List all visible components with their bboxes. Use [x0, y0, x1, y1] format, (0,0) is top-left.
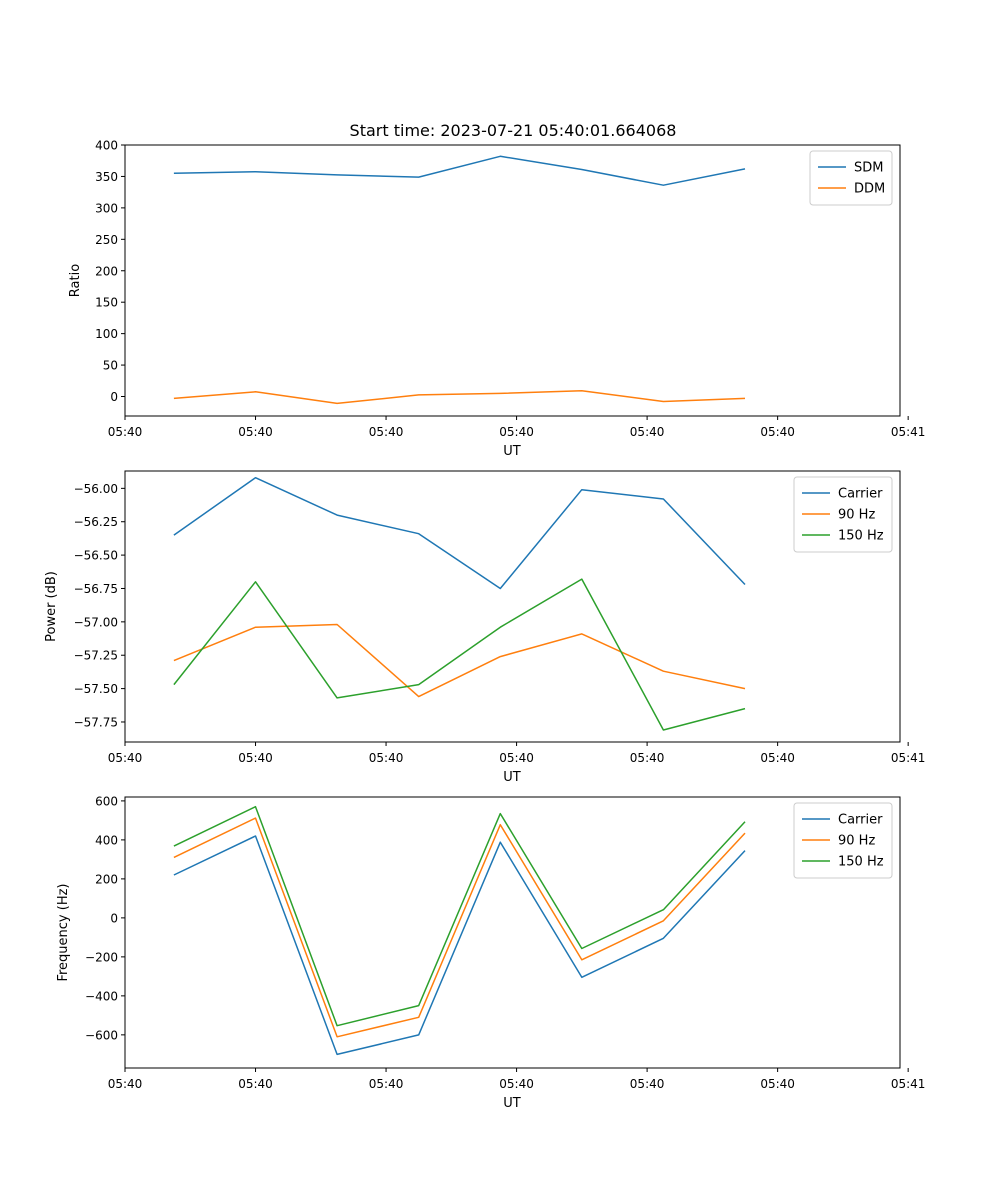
legend: SDM DDM: [809, 150, 893, 206]
y-tick-label: 250: [95, 233, 118, 247]
chart-panels: 05:40 05:40 05:40 05:40 05:40 05:40 05:41 0 50 10…: [44, 139, 925, 1112]
y-tick-label: 150: [95, 296, 118, 310]
y-tick-label: 200: [95, 872, 118, 886]
series-line-carrier: [173, 835, 746, 1056]
series-line-sdm: [173, 155, 746, 186]
legend-label: Carrier: [838, 813, 883, 828]
legend-label: Carrier: [838, 487, 883, 502]
x-tick-label: 05:40: [760, 425, 795, 439]
legend-label: 150 Hz: [838, 855, 884, 870]
chart-panel-3: 05:40 05:40 05:40 05:40 05:40 05:40 05:41 −600 −…: [56, 794, 925, 1111]
legend: Carrier 90 Hz 150 Hz: [793, 476, 893, 553]
x-tick-label: 05:40: [499, 751, 534, 765]
series-line-150-hz: [173, 805, 746, 1027]
y-axis-label: Ratio: [68, 264, 83, 297]
legend-label: 90 Hz: [838, 834, 875, 849]
x-tick-label: 05:40: [369, 425, 404, 439]
y-tick-label: −56.75: [74, 582, 118, 596]
y-tick-label: −600: [85, 1028, 118, 1042]
y-tick-label: 600: [95, 794, 118, 808]
x-tick-label: 05:40: [630, 1077, 665, 1091]
y-tick-label: 0: [110, 911, 118, 925]
legend-label: SDM: [854, 161, 883, 176]
y-tick-label: −56.50: [74, 549, 118, 563]
x-tick-label: 05:40: [630, 425, 665, 439]
y-axis-label: Power (dB): [44, 571, 59, 642]
x-tick-label: 05:40: [369, 1077, 404, 1091]
legend-label: 90 Hz: [838, 508, 875, 523]
legend-label: DDM: [854, 182, 885, 197]
chart-panel-1: 05:40 05:40 05:40 05:40 05:40 05:40 05:41 0 50 10…: [68, 139, 925, 460]
y-tick-label: −400: [85, 989, 118, 1003]
series-line-carrier: [173, 476, 746, 590]
series-line-150-hz: [173, 578, 746, 731]
x-tick-label: 05:41: [891, 751, 926, 765]
x-tick-label: 05:40: [238, 751, 273, 765]
legend-box: [809, 150, 893, 206]
y-tick-label: 400: [95, 833, 118, 847]
x-tick-label: 05:40: [630, 751, 665, 765]
x-tick-label: 05:40: [108, 1077, 143, 1091]
x-tick-label: 05:41: [891, 1077, 926, 1091]
chart-panel-2: 05:40 05:40 05:40 05:40 05:40 05:40 05:41 −57.7…: [44, 470, 926, 785]
axes-frame: [124, 144, 901, 417]
legend-label: 150 Hz: [838, 529, 884, 544]
y-tick-label: 100: [95, 327, 118, 341]
x-tick-label: 05:40: [760, 1077, 795, 1091]
y-tick-label: −56.25: [74, 515, 118, 529]
y-tick-label: −57.50: [74, 682, 118, 696]
legend: Carrier 90 Hz 150 Hz: [793, 802, 893, 879]
series-line-90-hz: [173, 623, 746, 698]
y-tick-label: 200: [95, 264, 118, 278]
y-tick-label: 0: [110, 390, 118, 404]
y-tick-label: −57.75: [74, 715, 118, 729]
y-tick-label: −200: [85, 950, 118, 964]
y-tick-label: −57.25: [74, 649, 118, 663]
legend-box: [793, 476, 893, 553]
x-tick-label: 05:40: [108, 425, 143, 439]
y-tick-label: 350: [95, 170, 118, 184]
x-axis-label: UT: [503, 444, 521, 459]
x-tick-label: 05:40: [369, 751, 404, 765]
y-tick-label: 50: [103, 359, 118, 373]
axes-frame: [124, 796, 901, 1069]
y-tick-label: 400: [95, 139, 118, 153]
series-line-ddm: [173, 390, 746, 405]
x-tick-label: 05:40: [238, 425, 273, 439]
y-axis-label: Frequency (Hz): [56, 883, 71, 981]
figure-title: Start time: 2023-07-21 05:40:01.664068: [350, 121, 677, 140]
x-tick-label: 05:40: [760, 751, 795, 765]
legend-box: [793, 802, 893, 879]
x-tick-label: 05:40: [238, 1077, 273, 1091]
x-axis-label: UT: [503, 1096, 521, 1111]
y-tick-label: 300: [95, 201, 118, 215]
x-tick-label: 05:40: [108, 751, 143, 765]
series-line-90-hz: [173, 817, 746, 1038]
x-tick-label: 05:41: [891, 425, 926, 439]
x-tick-label: 05:40: [499, 425, 534, 439]
x-axis-label: UT: [503, 770, 521, 785]
y-tick-label: −57.00: [74, 615, 118, 629]
y-tick-label: −56.00: [74, 482, 118, 496]
axes-frame: [124, 470, 901, 743]
x-tick-label: 05:40: [499, 1077, 534, 1091]
